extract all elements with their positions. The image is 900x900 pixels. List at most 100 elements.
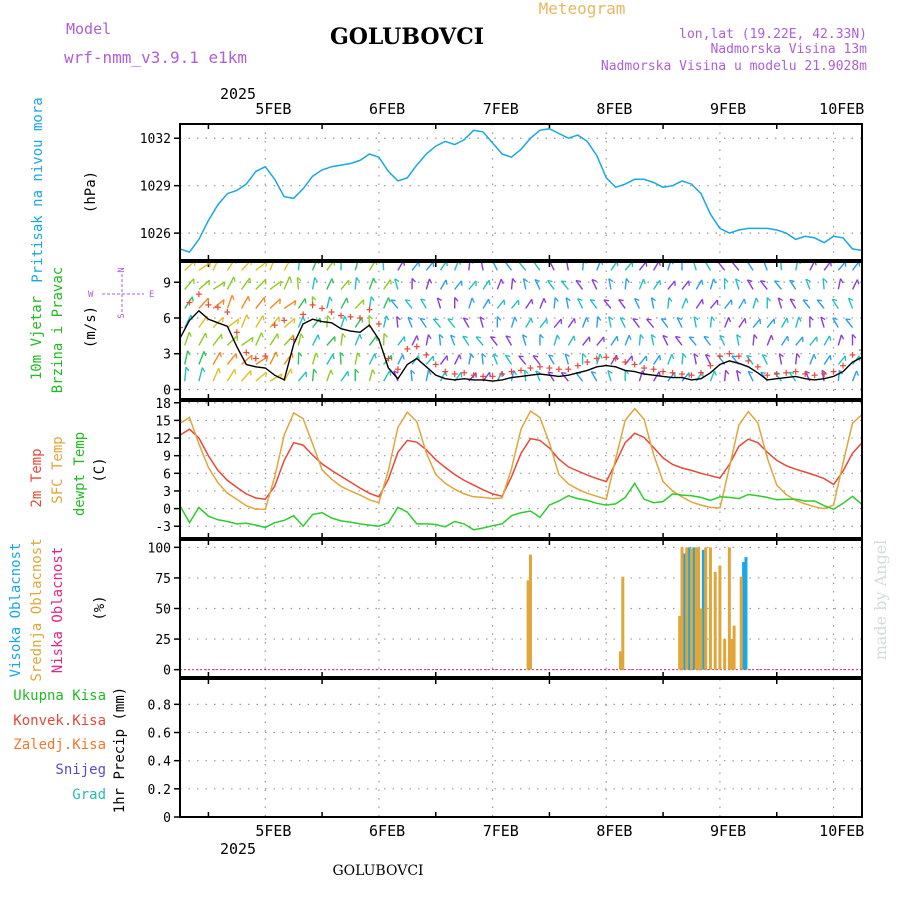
wind-arrow-barb	[565, 297, 571, 302]
wind-arrow	[269, 333, 279, 346]
temperature-panel: -3 0 3 6 9 12 15 18	[155, 397, 863, 539]
wind-arrow	[738, 317, 746, 328]
wind-arrow	[255, 332, 263, 346]
wind-arrow	[489, 336, 498, 346]
model-label: Model	[66, 20, 111, 38]
wind-arrow	[591, 279, 598, 290]
wind-arrow	[553, 297, 556, 309]
wind-arrow-barb	[817, 299, 823, 302]
wind-arrow-barb	[724, 277, 729, 283]
wind-arrow	[419, 317, 427, 328]
y-tick-label: 3	[163, 348, 171, 363]
wind-arrow-barb	[523, 278, 528, 283]
wind-arrow	[548, 354, 555, 365]
wind-arrow-barb	[573, 335, 576, 341]
wind-arrow	[809, 353, 815, 365]
wind-arrow	[624, 334, 630, 346]
wind-arrow	[809, 336, 818, 346]
wind-arrow-barb	[809, 316, 814, 321]
wind-arrow-barb	[314, 277, 318, 283]
wind-panel: 0 3 6 9	[163, 261, 863, 400]
wind-arrow	[326, 315, 329, 328]
wind-arrow-barb	[265, 356, 269, 362]
wind-arrow-barb	[616, 336, 619, 342]
wind-arrow-barb	[208, 280, 211, 286]
wind-arrow-barb	[355, 277, 360, 282]
wind-arrow-barb	[481, 353, 487, 358]
wind-arrow	[773, 280, 783, 290]
wind-arrow	[226, 262, 234, 271]
wind-arrow-barb	[329, 296, 333, 302]
cloud-bar	[697, 547, 701, 670]
wind-arrow	[564, 353, 570, 365]
wind-arrow-barb	[832, 317, 838, 321]
wind-arrow-barb	[208, 262, 212, 268]
top-date-labels: 5FEB 6FEB 7FEB 8FEB 9FEB 10FEB	[255, 100, 864, 118]
bottom-year-label: 2025	[220, 840, 256, 858]
wind-arrow	[752, 297, 757, 309]
wind-arrow-barb	[203, 351, 207, 357]
compass-e: E	[149, 290, 154, 300]
wind-arrow-barb	[693, 353, 699, 358]
wind-arrow	[575, 372, 584, 382]
wind-arrow	[681, 297, 687, 309]
wind-arrow-barb	[591, 278, 597, 282]
wind-arrow-barb	[728, 317, 732, 323]
precip-legend-total: Ukupna Kisa	[13, 688, 106, 704]
y-tick-label: 0	[163, 664, 171, 679]
wind-arrow	[624, 262, 633, 271]
wind-arrow	[596, 353, 601, 365]
wind-arrow	[589, 299, 598, 309]
wind-arrow	[618, 299, 626, 309]
wind-arrow-barb	[789, 298, 796, 302]
wind-arrow	[763, 262, 768, 271]
wind-arrow-barb	[719, 334, 725, 338]
wind-arrow	[650, 297, 655, 309]
wind-arrow	[847, 297, 854, 309]
wind-arrow	[354, 352, 359, 365]
wind-arrow-barb	[354, 368, 360, 374]
y-tick-label: 0.2	[148, 783, 171, 798]
wind-arrow	[709, 299, 719, 309]
wind-arrow	[525, 317, 532, 328]
top-date-label: 10FEB	[819, 100, 864, 118]
wind-arrow	[823, 354, 831, 365]
wind-arrow	[212, 367, 220, 382]
wind-arrow-barb	[747, 279, 753, 283]
wind-arrow-barb	[185, 366, 190, 372]
y-tick-label: -3	[155, 520, 171, 535]
y-tick-label: 6	[163, 312, 171, 327]
wind-arrow-barb	[828, 335, 832, 341]
wind-arrow-barb	[651, 334, 656, 339]
plot-area	[180, 547, 862, 671]
wind-arrow-barb	[458, 354, 462, 360]
wind-arrow	[681, 280, 690, 290]
wind-arrow	[382, 262, 385, 271]
wind-arrow-barb	[798, 262, 802, 265]
wind-arrow	[283, 368, 292, 382]
wind-arrow	[547, 280, 555, 290]
wind-arrow-barb	[599, 353, 603, 359]
wind-arrow	[510, 299, 520, 309]
cloud-bar	[730, 639, 734, 670]
wind-arrow	[845, 318, 854, 328]
wind-arrow	[610, 335, 618, 346]
panel-frame	[179, 261, 863, 400]
wind-arrow-barb	[300, 333, 304, 339]
wind-arrow	[565, 297, 570, 309]
wind-arrow-barb	[547, 279, 553, 283]
wind-arrow-barb	[577, 298, 583, 302]
wind-arrow	[736, 334, 740, 346]
wind-arrow	[468, 262, 471, 271]
wind-arrow	[425, 262, 434, 271]
wind-arrow-barb	[275, 351, 279, 357]
wind-arrow	[425, 334, 430, 346]
wind-arrow	[382, 315, 388, 328]
wind-arrow	[438, 334, 442, 346]
wind-arrow-barb	[246, 314, 250, 320]
pressure-title: Pritisak na nivou mora	[30, 97, 46, 282]
wind-arrow-barb	[260, 332, 264, 338]
wind-arrow	[383, 370, 391, 382]
wind-arrow	[638, 278, 645, 290]
wind-arrow-barb	[659, 280, 662, 286]
